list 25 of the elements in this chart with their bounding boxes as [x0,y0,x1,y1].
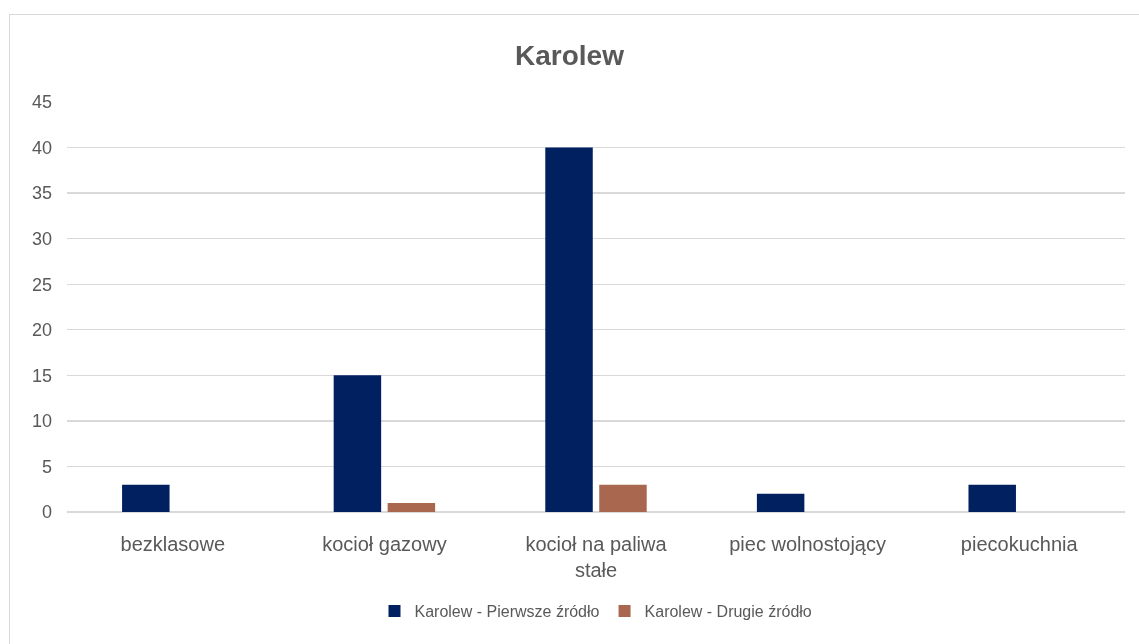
y-tick-label: 35 [31,183,52,204]
bar [599,484,647,512]
chart-title: Karolew [515,39,625,71]
legend-label: Karolew - Pierwsze źródło [414,603,600,621]
y-tick-label: 25 [31,274,52,295]
bar [968,484,1016,512]
x-tick-label: kocioł na paliwa stałe [525,533,668,581]
bar [387,502,436,512]
y-tick-label: 10 [31,411,52,432]
legend-label: Karolew - Drugie źródło [644,603,812,621]
y-tick-label: 5 [41,456,52,477]
x-tick-label: kocioł gazowy [322,533,447,555]
bar [545,147,593,512]
x-tick-label: piecokuchnia [960,533,1079,555]
y-tick-label: 0 [41,502,52,523]
y-tick-label: 45 [31,92,52,113]
bar [333,375,382,512]
bar [756,493,805,512]
bar [122,484,170,512]
y-tick-label: 30 [31,228,52,249]
x-tick-label: bezklasowe [120,533,226,555]
x-tick-label: piec wolnostojący [729,533,886,555]
y-tick-label: 15 [31,365,52,386]
y-tick-label: 40 [31,137,52,158]
y-tick-label: 20 [31,320,52,341]
